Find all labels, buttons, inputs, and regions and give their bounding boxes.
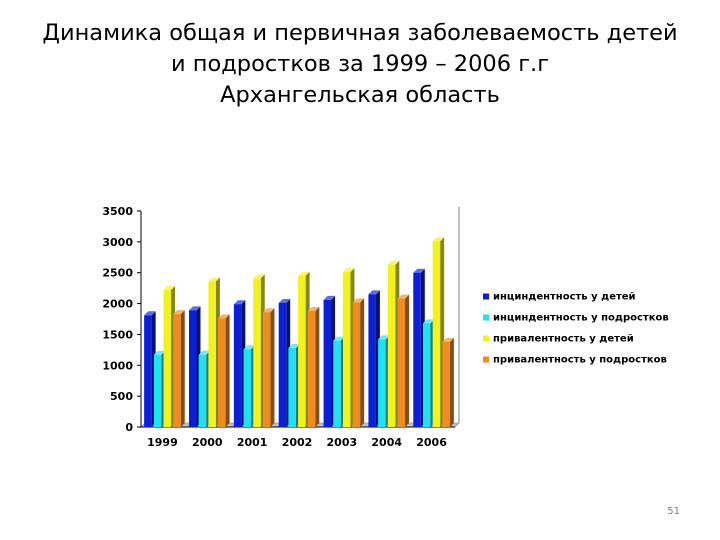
x-tick-label: 2001 (237, 436, 268, 449)
y-tick-label: 1000 (102, 359, 133, 372)
legend-label: привалентность у детей (493, 334, 634, 345)
y-tick-label: 3000 (102, 236, 133, 249)
y-tick-label: 3500 (102, 205, 133, 218)
y-tick-label: 1500 (102, 328, 133, 341)
bar (307, 306, 320, 427)
legend-swatch (483, 314, 489, 321)
x-tick-label: 1999 (147, 436, 178, 449)
x-tick-label: 2004 (371, 436, 402, 449)
bar (173, 310, 185, 427)
bar (218, 314, 230, 427)
page-number: 51 (667, 506, 680, 517)
bar (352, 298, 365, 427)
y-tick-label: 0 (125, 421, 133, 434)
x-tick-label: 2002 (282, 436, 313, 449)
bar (442, 337, 454, 427)
x-tick-label: 2000 (192, 436, 223, 449)
y-tick-label: 2000 (102, 298, 133, 311)
title-line-3: Архангельская область (220, 82, 500, 108)
bar (397, 294, 410, 427)
legend-swatch (483, 335, 489, 342)
legend-swatch (483, 293, 489, 300)
x-tick-label: 2006 (416, 436, 447, 449)
y-tick-label: 500 (110, 390, 133, 403)
x-tick-label: 2003 (327, 436, 358, 449)
legend-label: инциндентность у детей (493, 292, 636, 303)
legend-label: инциндентность у подростков (493, 313, 669, 324)
slide-title: Динамика общая и первичная заболеваемост… (0, 18, 720, 111)
title-line-2: и подростков за 1999 – 2006 г.г (170, 51, 550, 77)
title-line-1: Динамика общая и первичная заболеваемост… (42, 20, 678, 46)
y-tick-label: 2500 (102, 267, 133, 280)
legend-swatch (483, 356, 489, 363)
bar (262, 308, 275, 427)
legend-label: привалентность у подростков (493, 355, 667, 366)
